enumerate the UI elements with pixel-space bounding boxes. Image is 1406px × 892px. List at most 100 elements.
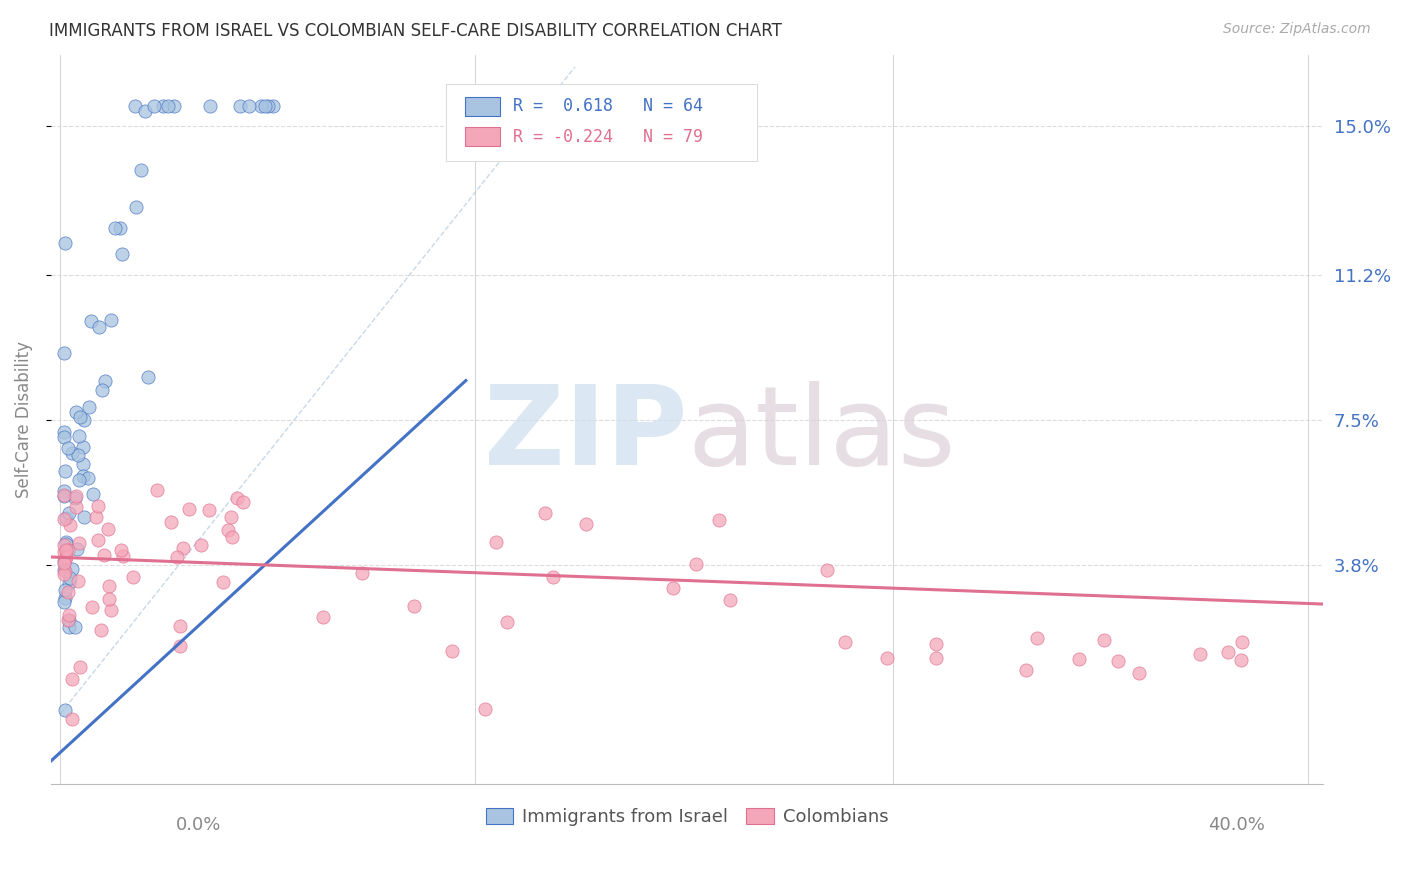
Point [495,615,517,629]
Point [72,440,94,454]
Point [60,712,83,726]
Point [257,99,280,113]
Point [121,570,143,584]
Point [198,503,221,517]
Point [69,659,91,673]
Point [55,550,77,565]
Point [111,247,134,261]
Point [52,563,75,577]
Text: Source: ZipAtlas.com: Source: ZipAtlas.com [1223,22,1371,37]
Point [55,542,77,557]
Point [249,99,271,113]
Point [59,570,82,584]
Point [56,542,79,557]
Point [402,599,425,613]
Point [52,567,75,582]
Point [60,446,83,460]
FancyBboxPatch shape [464,128,501,146]
Text: R = -0.224   N = 79: R = -0.224 N = 79 [513,128,703,145]
Point [76,471,98,485]
Point [876,651,898,665]
Point [72,469,94,483]
Point [63,620,86,634]
Point [100,313,122,327]
Point [474,702,496,716]
Point [67,448,90,462]
Point [110,543,132,558]
Y-axis label: Self-Care Disability: Self-Care Disability [15,342,32,499]
Point [163,99,186,113]
Point [63,491,86,505]
Point [56,585,79,599]
Point [90,383,112,397]
Point [67,536,90,550]
Point [55,591,77,605]
Point [73,509,96,524]
Point [94,374,117,388]
Point [212,574,235,589]
Point [198,99,221,113]
Point [90,624,112,638]
Point [65,489,87,503]
Point [177,502,200,516]
Point [129,163,152,178]
Point [142,99,165,113]
Point [160,515,183,529]
Point [58,575,80,590]
Point [110,221,132,235]
Point [100,603,122,617]
Point [58,613,80,627]
Point [67,473,90,487]
Point [65,500,87,514]
Text: 40.0%: 40.0% [1209,816,1265,834]
Point [232,495,254,509]
Point [1107,654,1129,668]
Point [77,401,100,415]
Point [53,564,76,578]
Point [60,562,83,576]
Point [58,620,80,634]
FancyBboxPatch shape [464,96,501,116]
Point [55,537,77,551]
Point [925,651,948,665]
Point [53,556,76,570]
Point [166,549,188,564]
Point [146,483,169,498]
Point [190,538,212,552]
Point [52,545,75,559]
Point [73,413,96,427]
Point [172,541,194,555]
Point [55,702,77,716]
Point [575,517,598,532]
Point [52,489,75,503]
Text: ZIP: ZIP [484,381,688,488]
Point [87,499,110,513]
Point [925,637,948,651]
Point [67,429,90,443]
Point [58,608,80,623]
Text: R =  0.618   N = 64: R = 0.618 N = 64 [513,97,703,115]
Point [718,593,741,607]
Point [80,314,103,328]
Point [52,594,75,608]
Point [169,619,191,633]
Point [1230,634,1253,648]
Point [52,488,75,502]
Point [124,99,146,113]
Point [685,557,707,571]
Point [80,600,103,615]
Point [87,533,110,547]
Point [56,441,79,455]
Point [52,538,75,552]
Point [238,99,260,113]
Point [263,99,285,113]
Point [53,552,76,566]
Point [52,554,75,568]
Point [69,410,91,425]
Point [1128,666,1150,681]
Point [815,563,838,577]
Point [221,530,243,544]
Point [55,535,77,549]
Point [834,635,856,649]
Point [52,430,75,444]
